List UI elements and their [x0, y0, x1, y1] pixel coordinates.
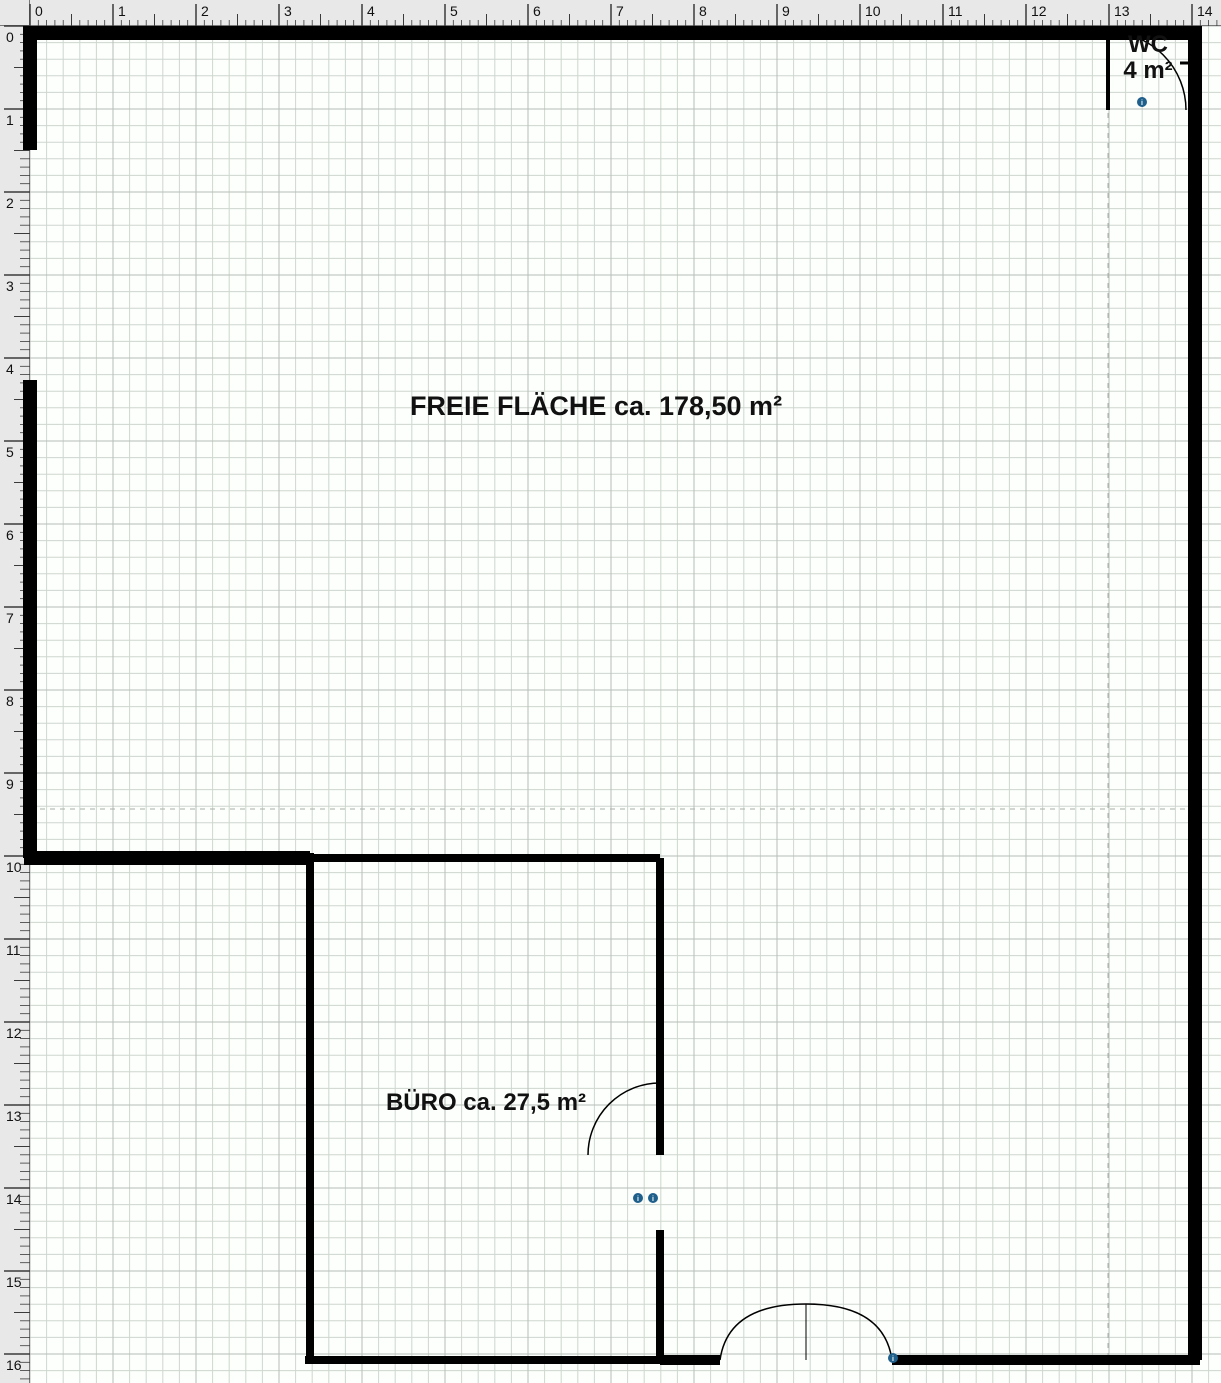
- svg-text:i: i: [652, 1196, 654, 1203]
- svg-text:6: 6: [6, 527, 14, 543]
- open-area-label: FREIE FLÄCHE ca. 178,50 m²: [410, 391, 782, 421]
- svg-text:10: 10: [6, 859, 22, 875]
- svg-text:14: 14: [6, 1191, 22, 1207]
- svg-text:11: 11: [6, 942, 21, 958]
- svg-text:15: 15: [6, 1274, 22, 1290]
- wc-label-line1: WC: [1128, 31, 1168, 58]
- svg-text:0: 0: [6, 29, 14, 45]
- svg-text:11: 11: [948, 3, 963, 19]
- svg-text:4: 4: [6, 361, 14, 377]
- svg-text:i: i: [637, 1196, 639, 1203]
- svg-text:7: 7: [616, 3, 624, 19]
- svg-text:14: 14: [1197, 3, 1213, 19]
- svg-text:7: 7: [6, 610, 14, 626]
- svg-text:3: 3: [6, 278, 14, 294]
- svg-text:8: 8: [6, 693, 14, 709]
- svg-text:10: 10: [865, 3, 881, 19]
- buero-label: BÜRO ca. 27,5 m²: [386, 1089, 586, 1116]
- svg-text:9: 9: [6, 776, 14, 792]
- svg-text:4: 4: [367, 3, 375, 19]
- svg-text:5: 5: [450, 3, 458, 19]
- svg-text:6: 6: [533, 3, 541, 19]
- floorplan-stage: 0123456789101112131401234567891011121314…: [0, 0, 1221, 1383]
- svg-text:3: 3: [284, 3, 292, 19]
- floorplan-svg: 0123456789101112131401234567891011121314…: [0, 0, 1221, 1383]
- svg-text:9: 9: [782, 3, 790, 19]
- svg-text:13: 13: [6, 1108, 22, 1124]
- svg-text:1: 1: [6, 112, 14, 128]
- svg-text:0: 0: [35, 3, 43, 19]
- svg-text:1: 1: [118, 3, 126, 19]
- svg-text:2: 2: [201, 3, 209, 19]
- svg-text:12: 12: [1031, 3, 1047, 19]
- wc-label-line2: 4 m²: [1123, 57, 1172, 84]
- svg-text:12: 12: [6, 1025, 22, 1041]
- svg-text:i: i: [1141, 100, 1143, 107]
- svg-text:i: i: [892, 1356, 894, 1363]
- svg-text:13: 13: [1114, 3, 1130, 19]
- svg-text:5: 5: [6, 444, 14, 460]
- svg-text:16: 16: [6, 1357, 22, 1373]
- svg-text:2: 2: [6, 195, 14, 211]
- svg-text:8: 8: [699, 3, 707, 19]
